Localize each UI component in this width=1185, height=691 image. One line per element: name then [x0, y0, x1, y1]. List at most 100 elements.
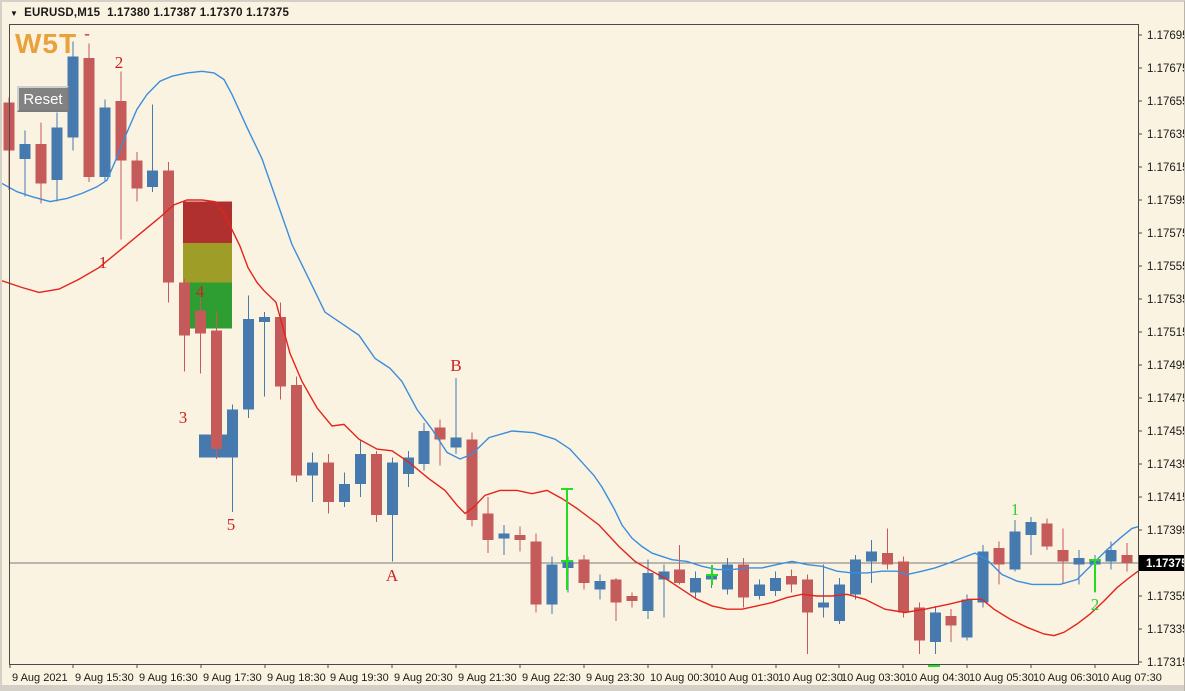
- candle-17: [274, 317, 286, 387]
- svg-text:9 Aug 15:30: 9 Aug 15:30: [75, 672, 134, 684]
- ma-line-red: [2, 199, 1139, 637]
- svg-text:9 Aug 22:30: 9 Aug 22:30: [522, 672, 581, 684]
- svg-text:1.17475: 1.17475: [1147, 393, 1185, 405]
- svg-text:1.17435: 1.17435: [1147, 459, 1185, 471]
- wave-label-1: 1: [1011, 500, 1020, 519]
- candle-26: [418, 431, 430, 464]
- svg-text:1.17315: 1.17315: [1147, 657, 1185, 669]
- ma-line-blue: [2, 70, 1139, 586]
- candle-45: [722, 564, 734, 590]
- wave-label--: -: [84, 24, 90, 43]
- candle-7: [115, 101, 127, 161]
- candle-32: [514, 534, 526, 540]
- candle-2: [35, 143, 47, 184]
- candle-25: [402, 457, 414, 474]
- wave-label-A: A: [386, 566, 399, 585]
- candle-40: [642, 572, 654, 611]
- svg-text:1.17395: 1.17395: [1147, 525, 1185, 537]
- candle-52: [833, 584, 845, 621]
- svg-text:10 Aug 00:30: 10 Aug 00:30: [650, 672, 715, 684]
- chart-frame: [9, 24, 1139, 665]
- candle-61: [977, 551, 989, 603]
- svg-text:10 Aug 02:30: 10 Aug 02:30: [778, 672, 843, 684]
- candle-55: [881, 553, 893, 565]
- svg-text:1.17335: 1.17335: [1147, 624, 1185, 636]
- candle-4: [67, 56, 79, 138]
- window-bottom-border: [2, 685, 1184, 691]
- candle-46: [738, 564, 750, 598]
- svg-text:1.17695: 1.17695: [1147, 30, 1185, 42]
- candle-37: [594, 581, 606, 590]
- candle-1: [19, 143, 31, 159]
- svg-text:9 Aug 23:30: 9 Aug 23:30: [586, 672, 645, 684]
- candle-34: [546, 564, 558, 605]
- svg-text:9 Aug 2021: 9 Aug 2021: [12, 672, 68, 684]
- candle-36: [578, 559, 590, 583]
- svg-text:1.17375: 1.17375: [1146, 558, 1185, 570]
- wave-label-1: 1: [99, 253, 108, 272]
- zone-green: [183, 282, 232, 329]
- candle-58: [929, 612, 941, 643]
- svg-text:1.17575: 1.17575: [1147, 228, 1185, 240]
- svg-text:1.17355: 1.17355: [1147, 591, 1185, 603]
- wave-label-B: B: [450, 356, 461, 375]
- candle-49: [786, 576, 798, 585]
- chart-title-row: ▼ EURUSD,M15 1.17380 1.17387 1.17370 1.17…: [10, 5, 289, 21]
- reset-button[interactable]: Reset: [17, 86, 69, 112]
- candle-63: [1009, 531, 1021, 570]
- candle-18: [290, 384, 302, 476]
- wave-label-2: 2: [115, 53, 124, 72]
- svg-text:10 Aug 07:30: 10 Aug 07:30: [1097, 672, 1162, 684]
- svg-text:10 Aug 03:30: 10 Aug 03:30: [841, 672, 906, 684]
- candle-12: [195, 310, 207, 334]
- candle-10: [163, 170, 175, 283]
- candle-31: [498, 533, 510, 539]
- candle-67: [1073, 558, 1085, 565]
- svg-text:9 Aug 18:30: 9 Aug 18:30: [267, 672, 326, 684]
- zone-red: [183, 201, 232, 243]
- candle-69: [1105, 549, 1117, 562]
- svg-text:1.17535: 1.17535: [1147, 294, 1185, 306]
- candle-29: [466, 439, 478, 521]
- svg-text:1.17655: 1.17655: [1147, 96, 1185, 108]
- candle-9: [147, 170, 159, 187]
- candle-62: [993, 548, 1005, 565]
- wave-label-5: 5: [227, 515, 236, 534]
- svg-text:10 Aug 01:30: 10 Aug 01:30: [714, 672, 779, 684]
- candle-38: [610, 579, 622, 603]
- candle-33: [530, 541, 542, 605]
- candle-20: [322, 462, 334, 502]
- candle-30: [482, 513, 494, 540]
- candle-16: [259, 317, 271, 323]
- candle-47: [754, 584, 766, 596]
- candle-57: [913, 607, 925, 641]
- svg-text:1.17495: 1.17495: [1147, 360, 1185, 372]
- wave-labels: - 2 1 4 3 5 A B 1 2: [84, 24, 1099, 614]
- trade-markers: [561, 488, 1101, 667]
- candle-64: [1025, 521, 1037, 535]
- candle-50: [802, 579, 813, 613]
- svg-text:10 Aug 04:30: 10 Aug 04:30: [905, 672, 970, 684]
- candle-60: [961, 599, 973, 638]
- svg-text:9 Aug 20:30: 9 Aug 20:30: [394, 672, 453, 684]
- zone-olive: [183, 242, 232, 283]
- svg-text:1.17455: 1.17455: [1147, 426, 1185, 438]
- candle-53: [849, 559, 861, 595]
- candle-54: [865, 551, 877, 562]
- indicator-logo: W5T: [15, 28, 78, 59]
- candle-14: [227, 409, 239, 451]
- price-axis[interactable]: 1.17695 1.17675 1.17655 1.17635 1.17615 1.175…: [1138, 30, 1185, 669]
- candle-43: [690, 577, 702, 593]
- candle-3: [51, 127, 63, 181]
- candle-8: [131, 160, 143, 189]
- svg-text:1.17615: 1.17615: [1147, 162, 1185, 174]
- time-axis[interactable]: 9 Aug 2021 9 Aug 15:30 9 Aug 16:30 9 Aug 17…: [9, 664, 1162, 684]
- svg-text:1.17555: 1.17555: [1147, 261, 1185, 273]
- chevron-down-icon[interactable]: ▼: [10, 8, 19, 18]
- svg-text:9 Aug 17:30: 9 Aug 17:30: [203, 672, 262, 684]
- candle-28: [450, 437, 462, 448]
- candle-65: [1041, 523, 1053, 547]
- symbol-timeframe-label: EURUSD,M15: [24, 7, 101, 19]
- svg-text:9 Aug 19:30: 9 Aug 19:30: [330, 672, 389, 684]
